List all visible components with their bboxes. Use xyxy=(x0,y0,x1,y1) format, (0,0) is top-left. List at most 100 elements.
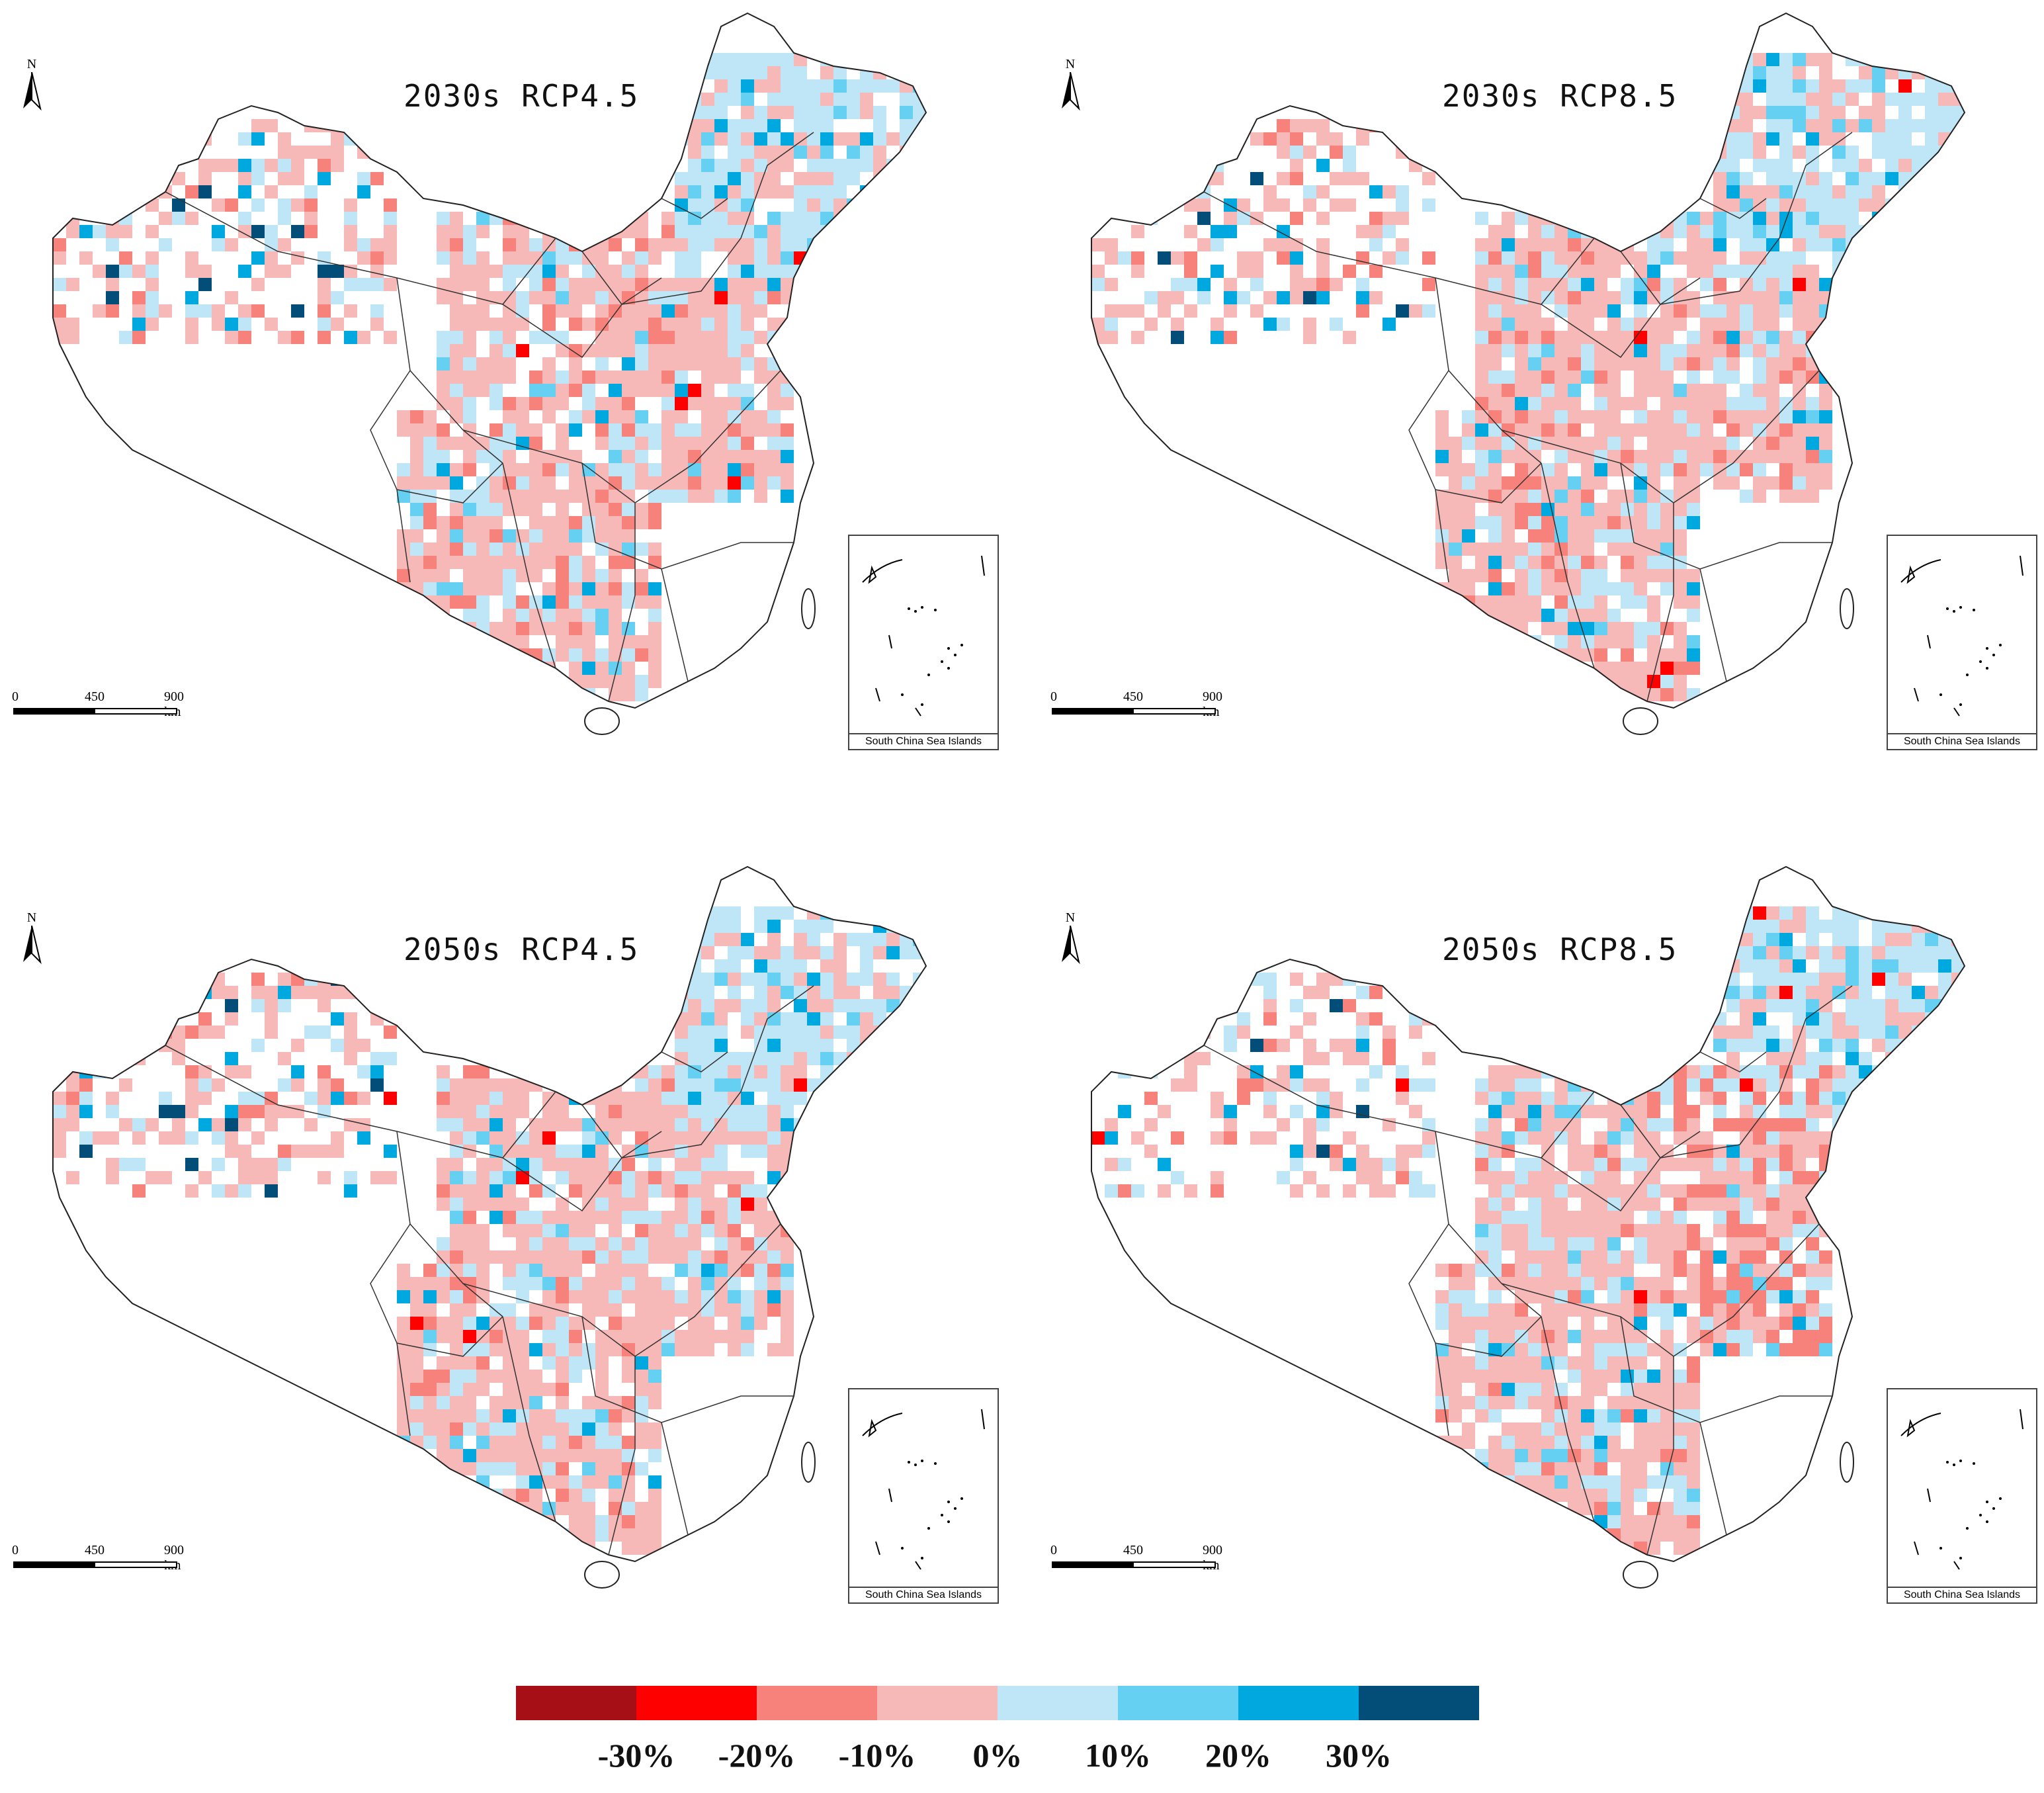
grid-cell xyxy=(569,662,582,675)
grid-cell xyxy=(1488,1370,1502,1383)
grid-cell xyxy=(79,146,93,159)
grid-cell xyxy=(1753,450,1766,463)
grid-cell xyxy=(185,1065,198,1078)
grid-cell xyxy=(688,212,701,225)
scale-bar: 0 450 900 km xyxy=(12,689,185,719)
grid-cell xyxy=(397,1317,410,1330)
grid-cell xyxy=(503,304,516,318)
taiwan-island xyxy=(1840,588,1854,629)
grid-cell xyxy=(1713,106,1726,119)
grid-cell xyxy=(609,463,622,476)
grid-cell xyxy=(1793,79,1806,93)
grid-cell xyxy=(331,1078,344,1092)
grid-cell xyxy=(1740,1105,1753,1118)
grid-cell xyxy=(172,198,185,212)
grid-cell xyxy=(1184,172,1197,185)
grid-cell xyxy=(1779,973,1793,986)
grid-cell xyxy=(1541,1489,1554,1502)
grid-cell xyxy=(1184,1065,1197,1078)
grid-cell xyxy=(1475,304,1488,318)
grid-cell xyxy=(437,1198,450,1211)
grid-cell xyxy=(1647,1396,1660,1409)
grid-cell xyxy=(648,635,661,648)
grid-cell xyxy=(1647,675,1660,688)
grid-cell xyxy=(661,1237,675,1250)
grid-cell xyxy=(1806,291,1819,304)
grid-cell xyxy=(1753,999,1766,1012)
grid-cell xyxy=(1740,384,1753,397)
grid-cell xyxy=(807,1026,820,1039)
grid-cell xyxy=(569,304,582,318)
grid-cell xyxy=(728,238,741,251)
grid-cell xyxy=(1674,304,1687,318)
grid-cell xyxy=(1568,1250,1581,1264)
grid-cell xyxy=(476,1277,490,1290)
grid-cell xyxy=(1290,1145,1303,1158)
grid-cell xyxy=(1475,476,1488,490)
country-outline xyxy=(1091,12,1966,709)
grid-cell xyxy=(1687,1396,1700,1409)
grid-cell xyxy=(1779,1277,1793,1290)
grid-cell xyxy=(728,371,741,384)
grid-cell xyxy=(1502,304,1515,318)
grid-cell xyxy=(1885,973,1898,986)
grid-cell xyxy=(1912,119,1925,132)
grid-cell xyxy=(1581,1264,1594,1277)
grid-cell xyxy=(410,503,423,516)
grid-cell xyxy=(714,1211,728,1224)
grid-cell xyxy=(291,225,304,238)
grid-cell xyxy=(1449,463,1462,476)
grid-cell xyxy=(384,1052,397,1065)
grid-cell xyxy=(1607,1105,1621,1118)
grid-cell xyxy=(423,543,437,556)
grid-cell xyxy=(463,1211,476,1224)
grid-cell xyxy=(463,304,476,318)
grid-cell xyxy=(503,410,516,423)
grid-cell xyxy=(1383,225,1396,238)
grid-cell xyxy=(1263,1105,1277,1118)
grid-cell xyxy=(1621,397,1634,410)
grid-cell xyxy=(1290,159,1303,172)
grid-cell xyxy=(503,529,516,543)
grid-cell xyxy=(569,1502,582,1515)
grid-cell xyxy=(860,66,873,79)
grid-cell xyxy=(1475,212,1488,225)
grid-cell xyxy=(529,1158,542,1171)
grid-cell xyxy=(1554,490,1568,503)
grid-cell xyxy=(1435,1436,1449,1449)
grid-cell xyxy=(1806,463,1819,476)
grid-cell xyxy=(556,1078,569,1092)
grid-cell xyxy=(609,1131,622,1145)
grid-cell xyxy=(463,1396,476,1409)
grid-cell xyxy=(1568,304,1581,318)
grid-cell xyxy=(807,79,820,93)
grid-cell xyxy=(1951,185,1965,198)
grid-cell xyxy=(556,516,569,529)
grid-cell xyxy=(1687,291,1700,304)
grid-cell xyxy=(900,198,913,212)
grid-cell xyxy=(1912,1012,1925,1026)
grid-cell xyxy=(569,1317,582,1330)
grid-cell xyxy=(1171,318,1184,331)
grid-cell xyxy=(609,1224,622,1237)
grid-cell xyxy=(1581,1171,1594,1184)
grid-cell xyxy=(291,1039,304,1052)
grid-cell xyxy=(1753,225,1766,238)
grid-cell xyxy=(648,1489,661,1502)
grid-cell xyxy=(1515,1184,1528,1198)
grid-cell xyxy=(1607,1277,1621,1290)
scale-bar: 0 450 900 km xyxy=(12,1543,185,1573)
grid-cell xyxy=(476,1515,490,1528)
grid-cell xyxy=(1726,423,1740,437)
grid-cell xyxy=(1171,1131,1184,1145)
grid-cell xyxy=(1502,1171,1515,1184)
grid-cell xyxy=(1713,185,1726,198)
grid-cell xyxy=(741,1026,754,1039)
grid-cell xyxy=(450,582,463,595)
grid-cell xyxy=(1713,238,1726,251)
grid-cell xyxy=(1277,119,1290,132)
grid-cell xyxy=(212,973,225,986)
grid-cell xyxy=(1488,278,1502,291)
grid-cell xyxy=(463,437,476,450)
grid-cell xyxy=(595,1290,609,1303)
